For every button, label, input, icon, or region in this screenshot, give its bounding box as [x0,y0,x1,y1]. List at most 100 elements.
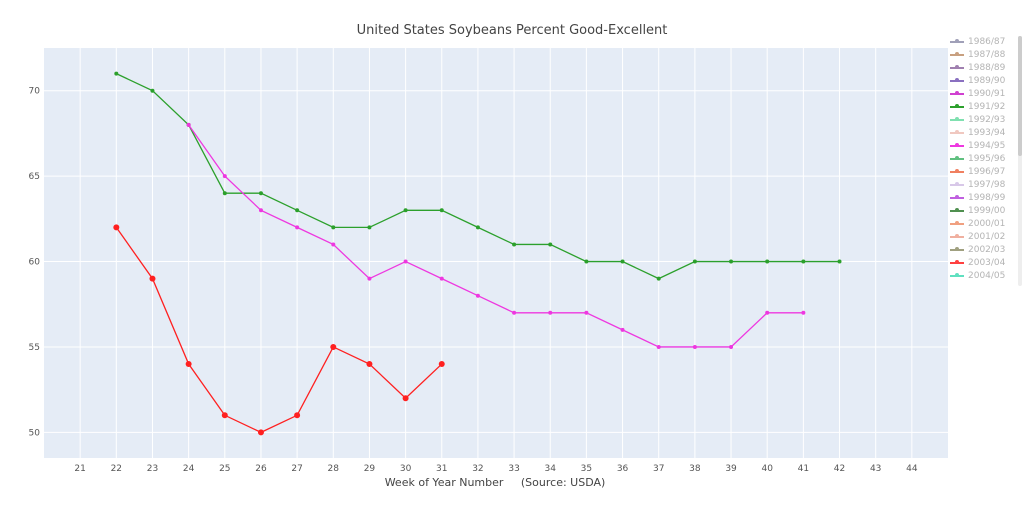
data-point [765,310,770,315]
legend-item[interactable]: 2004/05 [948,270,1024,282]
legend-label: 1995/96 [968,154,1006,164]
data-point [438,361,445,368]
legend-label: 2004/05 [968,271,1006,281]
series-line [115,227,443,434]
data-point [149,275,156,282]
legend-item[interactable]: 1995/96 [948,153,1024,165]
data-point [403,259,408,264]
legend[interactable]: 1986/87 1987/88 1988/89 1989/90 1990/91 1991/… [948,36,1024,286]
legend-marker [955,104,959,108]
data-point [294,412,301,419]
x-tick-label: 21 [74,464,85,474]
data-point [185,361,192,368]
data-point [222,191,227,196]
data-point [331,225,336,230]
legend-item[interactable]: 1999/00 [948,205,1024,217]
tick-labels: 21 22 23 24 25 26 27 28 29 30 31 32 33 34 35 36 37 38 39 40… [29,87,918,474]
legend-marker [955,156,959,160]
legend-label: 1994/95 [968,141,1006,151]
legend-marker [955,221,959,225]
data-point [729,344,734,349]
data-point [656,344,661,349]
series-line [188,124,804,348]
data-point [258,191,263,196]
legend-item[interactable]: 1988/89 [948,62,1024,74]
legend-marker [955,117,959,121]
legend-marker [955,195,959,199]
legend-item[interactable]: 1993/94 [948,127,1024,139]
data-point [331,242,336,247]
legend-item[interactable]: 1992/93 [948,114,1024,126]
legend-item[interactable]: 1987/88 [948,49,1024,61]
x-tick-label: 23 [147,464,158,474]
data-point [258,208,263,213]
legend-item[interactable]: 2002/03 [948,244,1024,256]
legend-item[interactable]: 2003/04 [948,257,1024,269]
x-tick-label: 30 [400,464,412,474]
x-tick-label: 29 [364,464,376,474]
x-tick-label: 38 [689,464,701,474]
legend-item[interactable]: 1997/98 [948,179,1024,191]
legend-label: 2002/03 [968,245,1006,255]
data-point [692,259,697,264]
legend-item[interactable]: 1996/97 [948,166,1024,178]
legend-item[interactable]: 2000/01 [948,218,1024,230]
legend-item[interactable]: 1991/92 [948,101,1024,113]
data-point [765,259,770,264]
legend-label: 2000/01 [968,219,1006,229]
legend-label: 1986/87 [968,37,1006,47]
x-axis-label: Week of Year Number (Source: USDA) [385,476,606,489]
legend-item[interactable]: 1990/91 [948,88,1024,100]
legend-label: 2003/04 [968,258,1006,268]
data-point [837,259,842,264]
legend-label: 1993/94 [968,128,1006,138]
legend-marker [955,169,959,173]
data-point [295,225,300,230]
data-point [113,224,120,231]
legend-marker [955,208,959,212]
legend-label: 1998/99 [968,193,1006,203]
x-tick-label: 35 [581,464,592,474]
legend-marker [955,65,959,69]
data-point [584,259,589,264]
data-point [367,225,372,230]
legend-item[interactable]: 1986/87 [948,36,1024,48]
legend-label: 1996/97 [968,167,1006,177]
legend-item[interactable]: 2001/02 [948,231,1024,243]
data-point [801,259,806,264]
x-tick-label: 26 [255,464,267,474]
legend-marker [955,52,959,56]
data-point [439,208,444,213]
legend-label: 1990/91 [968,89,1006,99]
legend-marker [955,234,959,238]
legend-label: 1997/98 [968,180,1006,190]
data-point [548,242,553,247]
legend-item[interactable]: 1998/99 [948,192,1024,204]
data-point [439,276,444,281]
legend-marker [955,130,959,134]
data-point [656,276,661,281]
data-point [221,412,228,419]
series-group [113,71,842,436]
legend-item[interactable]: 1994/95 [948,140,1024,152]
legend-marker [955,91,959,95]
legend-label: 1991/92 [968,102,1006,112]
x-tick-label: 33 [508,464,519,474]
data-point [692,344,697,349]
legend-scrollbar[interactable] [1018,36,1022,286]
data-point [512,310,517,315]
data-point [729,259,734,264]
x-tick-label: 41 [798,464,809,474]
grid-lines [44,48,948,458]
legend-scrollbar-thumb[interactable] [1018,36,1022,156]
x-tick-label: 31 [436,464,447,474]
x-tick-label: 24 [183,464,195,474]
legend-marker [955,273,959,277]
legend-item[interactable]: 1989/90 [948,75,1024,87]
x-tick-label: 32 [472,464,483,474]
data-point [367,276,372,281]
legend-marker [955,39,959,43]
y-tick-label: 50 [29,428,41,438]
